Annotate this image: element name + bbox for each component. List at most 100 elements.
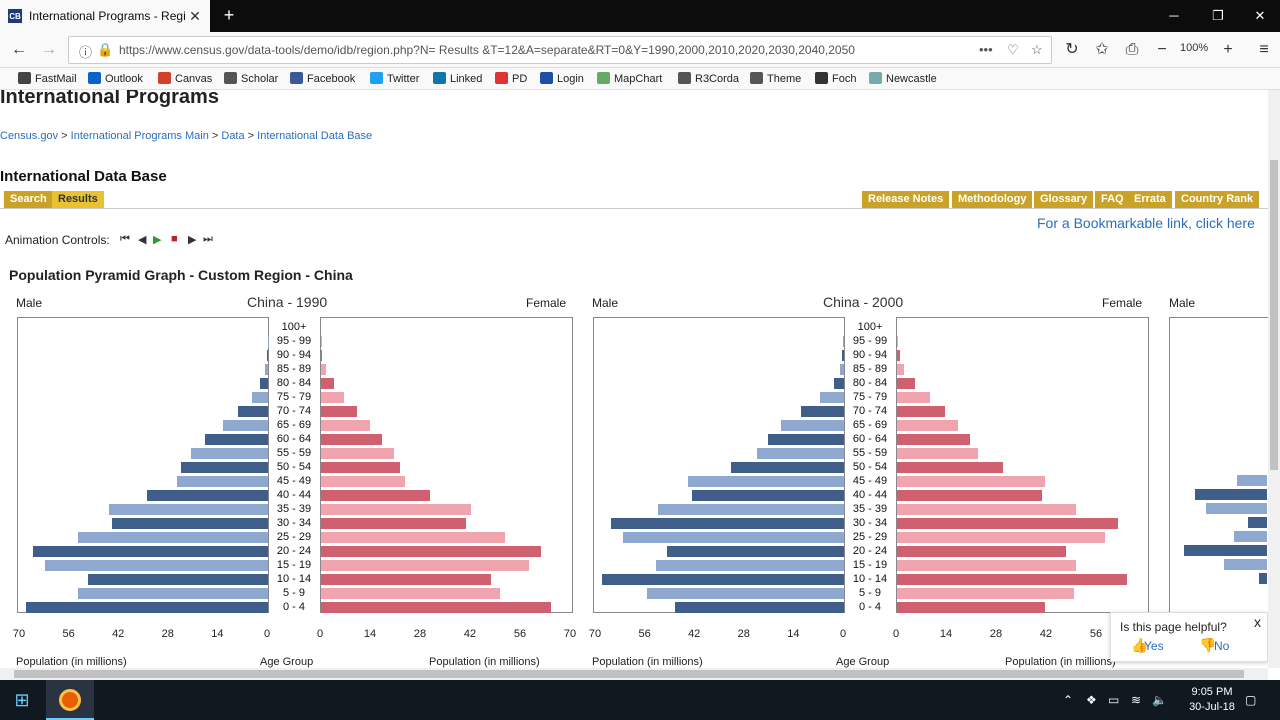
female-bar[interactable] — [897, 560, 1076, 571]
bookmark-link[interactable]: For a Bookmarkable link, click here — [1037, 215, 1255, 231]
country-rank-button[interactable]: Country Rank — [1175, 191, 1260, 208]
page-actions-icon[interactable]: ••• — [979, 42, 993, 57]
male-bar[interactable] — [800, 406, 844, 417]
vertical-scrollbar[interactable] — [1268, 90, 1280, 668]
breadcrumb-idb[interactable]: International Data Base — [257, 130, 373, 142]
male-bar[interactable] — [176, 476, 268, 487]
bookmark-theme[interactable]: Theme — [750, 72, 801, 85]
bookmark-linked[interactable]: Linked — [433, 72, 482, 85]
breadcrumb-data[interactable]: Data — [221, 130, 245, 142]
male-bar[interactable] — [147, 490, 268, 501]
male-bar[interactable] — [675, 602, 844, 613]
bookmark-pd[interactable]: PD — [495, 72, 527, 85]
favorites-icon[interactable]: ✩ — [1095, 41, 1109, 58]
bookmark-star-icon[interactable]: ☆ — [1031, 42, 1043, 57]
female-bar[interactable] — [897, 406, 945, 417]
horizontal-scroll-thumb[interactable] — [14, 670, 1244, 678]
close-window-icon[interactable]: ✕ — [1254, 8, 1266, 23]
male-bar[interactable] — [692, 490, 844, 501]
male-bar[interactable] — [190, 448, 268, 459]
male-bar[interactable] — [610, 518, 844, 529]
new-tab-icon[interactable]: + — [223, 5, 235, 25]
male-bar[interactable] — [646, 588, 844, 599]
male-bar[interactable] — [834, 378, 844, 389]
pocket-icon[interactable]: ♡ — [1007, 42, 1019, 57]
male-bar[interactable] — [77, 588, 268, 599]
female-bar[interactable] — [897, 350, 900, 361]
male-bar[interactable] — [780, 420, 844, 431]
bookmark-outlook[interactable]: Outlook — [88, 72, 143, 85]
bookmark-login[interactable]: Login — [540, 72, 584, 85]
male-bar[interactable] — [667, 546, 844, 557]
male-bar[interactable] — [222, 420, 268, 431]
female-bar[interactable] — [321, 392, 345, 403]
female-bar[interactable] — [321, 378, 334, 389]
firefox-taskbar-button[interactable] — [46, 680, 94, 720]
play-icon[interactable]: ▶ — [153, 234, 162, 246]
female-bar[interactable] — [321, 504, 471, 515]
male-bar[interactable] — [602, 574, 844, 585]
errata-button[interactable]: Errata — [1128, 191, 1172, 208]
male-bar[interactable] — [265, 364, 268, 375]
thumbs-up-icon[interactable]: 👍 — [1131, 637, 1149, 653]
female-bar[interactable] — [897, 420, 959, 431]
male-bar[interactable] — [819, 392, 844, 403]
system-clock[interactable]: 9:05 PM 30-Jul-18 — [1180, 685, 1244, 715]
close-tab-icon[interactable]: ✕ — [189, 7, 201, 24]
wifi-icon[interactable]: ≋ — [1131, 693, 1142, 707]
female-bar[interactable] — [321, 588, 500, 599]
bookmark-foch[interactable]: Foch — [815, 72, 856, 85]
bookmark-fastmail[interactable]: FastMail — [18, 72, 77, 85]
female-bar[interactable] — [321, 364, 326, 375]
bookmark-r3corda[interactable]: R3Corda — [678, 72, 739, 85]
battery-icon[interactable]: ▭ — [1108, 693, 1120, 707]
faq-button[interactable]: FAQ — [1095, 191, 1130, 208]
female-bar[interactable] — [321, 462, 401, 473]
volume-icon[interactable]: 🔈 — [1152, 693, 1167, 707]
male-bar[interactable] — [77, 532, 268, 543]
male-bar[interactable] — [180, 462, 268, 473]
male-bar[interactable] — [656, 560, 844, 571]
female-bar[interactable] — [897, 336, 899, 347]
female-bar[interactable] — [897, 532, 1106, 543]
methodology-button[interactable]: Methodology — [952, 191, 1033, 208]
print-icon[interactable]: ⎙ — [1125, 41, 1139, 58]
female-bar[interactable] — [321, 350, 323, 361]
female-bar[interactable] — [321, 532, 505, 543]
url-bar[interactable]: ⓘ 🔒 https://www.census.gov/data-tools/de… — [68, 36, 1052, 64]
notifications-icon[interactable]: ▢ — [1245, 693, 1257, 707]
female-bar[interactable] — [897, 504, 1076, 515]
restore-icon[interactable]: ❐ — [1212, 8, 1224, 23]
zoom-level[interactable]: 100% — [1180, 42, 1209, 54]
male-bar[interactable] — [45, 560, 268, 571]
male-bar[interactable] — [88, 574, 268, 585]
female-bar[interactable] — [321, 560, 530, 571]
female-bar[interactable] — [897, 462, 1004, 473]
female-bar[interactable] — [897, 448, 979, 459]
male-bar[interactable] — [840, 364, 844, 375]
results-button[interactable]: Results — [52, 191, 104, 208]
zoom-in-icon[interactable]: + — [1223, 41, 1233, 58]
bookmark-canvas[interactable]: Canvas — [158, 72, 212, 85]
bookmark-twitter[interactable]: Twitter — [370, 72, 419, 85]
female-bar[interactable] — [321, 476, 406, 487]
bookmark-mapchart[interactable]: MapChart — [597, 72, 662, 85]
vertical-scroll-thumb[interactable] — [1270, 160, 1278, 470]
info-icon[interactable]: ⓘ — [79, 45, 93, 60]
male-bar[interactable] — [238, 406, 268, 417]
back-icon[interactable]: ← — [11, 41, 27, 58]
female-bar[interactable] — [321, 448, 394, 459]
male-bar[interactable] — [267, 350, 268, 361]
show-hidden-icons-icon[interactable]: ⌃ — [1063, 693, 1074, 707]
horizontal-scrollbar[interactable] — [0, 668, 1268, 680]
thumbs-down-icon[interactable]: 👎 — [1199, 637, 1217, 653]
male-bar[interactable] — [112, 518, 268, 529]
female-bar[interactable] — [321, 490, 431, 501]
male-bar[interactable] — [756, 448, 844, 459]
first-frame-icon[interactable]: ⏮ — [120, 233, 130, 245]
female-bar[interactable] — [321, 336, 322, 347]
close-feedback-icon[interactable]: x — [1254, 614, 1261, 630]
male-bar[interactable] — [730, 462, 844, 473]
female-bar[interactable] — [897, 476, 1046, 487]
reload-icon[interactable]: ↻ — [1065, 41, 1079, 58]
